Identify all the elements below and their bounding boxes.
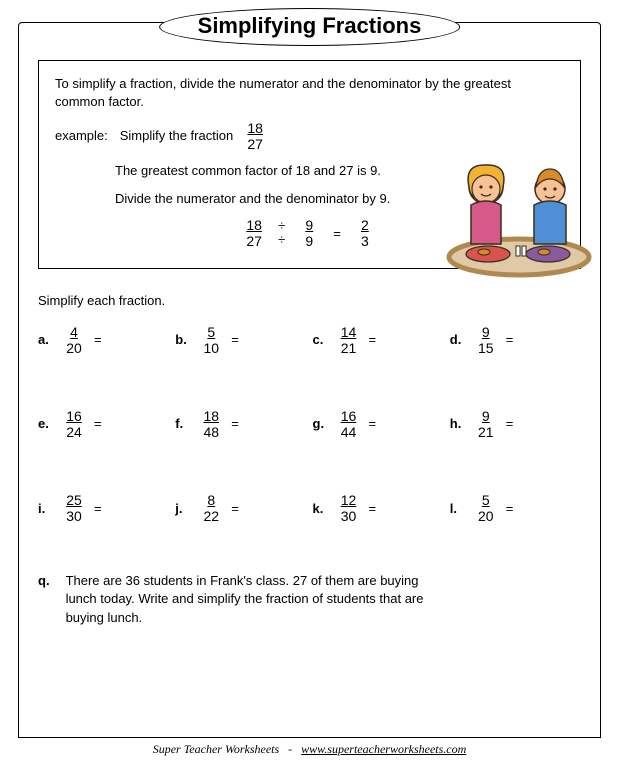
problems-grid: a.420=b.510=c.1421=d.915=e.1624=f.1848=g… [38, 324, 581, 525]
word-problem: q. There are 36 students in Frank's clas… [38, 572, 581, 627]
footer-url: www.superteacherworksheets.com [301, 742, 466, 756]
equals: = [94, 416, 102, 431]
problem-fraction: 520 [476, 492, 496, 524]
result-fraction: 2 3 [355, 217, 375, 249]
problem-fraction: 1848 [201, 408, 221, 440]
word-problem-letter: q. [38, 572, 50, 627]
problem: j. 822 = [175, 492, 306, 524]
problem: l. 520 = [450, 492, 581, 524]
problem-fraction: 420 [64, 324, 84, 356]
equals: = [506, 501, 514, 516]
problem-letter: f. [175, 416, 191, 431]
equals: = [94, 501, 102, 516]
problem-letter: c. [313, 332, 329, 347]
equals: = [231, 416, 239, 431]
example-intro: To simplify a fraction, divide the numer… [55, 75, 564, 110]
equals: = [231, 332, 239, 347]
divide-symbol-stack: ÷ ÷ [278, 219, 285, 248]
example-simplify-text: Simplify the fraction [120, 127, 233, 145]
equals: = [369, 332, 377, 347]
equals: = [506, 332, 514, 347]
equals: = [369, 501, 377, 516]
problem-fraction: 510 [201, 324, 221, 356]
equals: = [231, 501, 239, 516]
problem: i. 2530 = [38, 492, 169, 524]
problem-fraction: 1624 [64, 408, 84, 440]
equals: = [506, 416, 514, 431]
problem: k. 1230 = [313, 492, 444, 524]
word-problem-text: There are 36 students in Frank's class. … [66, 572, 426, 627]
instructions: Simplify each fraction. [38, 293, 581, 308]
problem-fraction: 1644 [339, 408, 359, 440]
footer: Super Teacher Worksheets - www.superteac… [0, 742, 619, 757]
problem: g. 1644 = [313, 408, 444, 440]
work-frac-2: 9 9 [299, 217, 319, 249]
problem-letter: h. [450, 416, 466, 431]
example-label: example: [55, 127, 108, 145]
problem-letter: l. [450, 501, 466, 516]
equals-sign: = [333, 226, 341, 241]
problem-fraction: 921 [476, 408, 496, 440]
problem-fraction: 1421 [339, 324, 359, 356]
problem: c. 1421 = [313, 324, 444, 356]
footer-source: Super Teacher Worksheets [153, 742, 279, 756]
problem: h. 921 = [450, 408, 581, 440]
equals: = [369, 416, 377, 431]
problem-letter: i. [38, 501, 54, 516]
problem-letter: d. [450, 332, 466, 347]
problem-letter: e. [38, 416, 54, 431]
work-frac-1: 18 27 [244, 217, 264, 249]
page-title: Simplifying Fractions [159, 8, 461, 46]
example-box: To simplify a fraction, divide the numer… [38, 60, 581, 269]
problem: a. 420 = [38, 324, 169, 356]
problem-letter: g. [313, 416, 329, 431]
example-fraction: 18 27 [245, 120, 265, 152]
problem: d. 915 = [450, 324, 581, 356]
children-eating-illustration [444, 139, 594, 279]
problem-fraction: 915 [476, 324, 496, 356]
problem-letter: b. [175, 332, 191, 347]
problem-fraction: 1230 [339, 492, 359, 524]
equals: = [94, 332, 102, 347]
problem-letter: k. [313, 501, 329, 516]
problem-letter: a. [38, 332, 54, 347]
problem: e. 1624 = [38, 408, 169, 440]
problem-fraction: 822 [201, 492, 221, 524]
problem-letter: j. [175, 501, 191, 516]
worksheet-content: To simplify a fraction, divide the numer… [38, 60, 581, 713]
problem-fraction: 2530 [64, 492, 84, 524]
footer-sep: - [288, 742, 292, 756]
problem: f. 1848 = [175, 408, 306, 440]
problem: b. 510 = [175, 324, 306, 356]
